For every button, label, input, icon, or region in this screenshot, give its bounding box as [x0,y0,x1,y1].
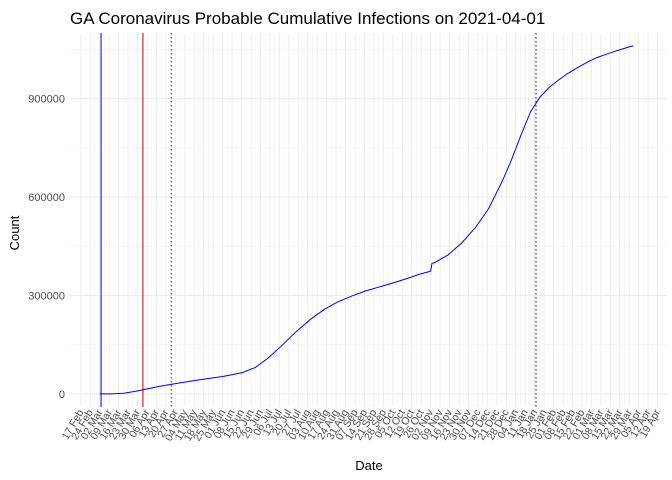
chart-title: GA Coronavirus Probable Cumulative Infec… [70,9,545,28]
series-lines [99,45,634,395]
y-tick-label: 0 [59,389,65,401]
y-tick-label: 900000 [28,94,65,106]
reference-lines [100,33,537,407]
x-axis-title: Date [355,458,382,473]
series-line [99,45,634,395]
y-axis-ticks: 0 300000 600000 900000 [28,94,65,401]
y-tick-label: 300000 [28,290,65,302]
y-axis-title: Count [7,215,22,250]
y-tick-label: 600000 [28,192,65,204]
gridlines [70,33,667,407]
